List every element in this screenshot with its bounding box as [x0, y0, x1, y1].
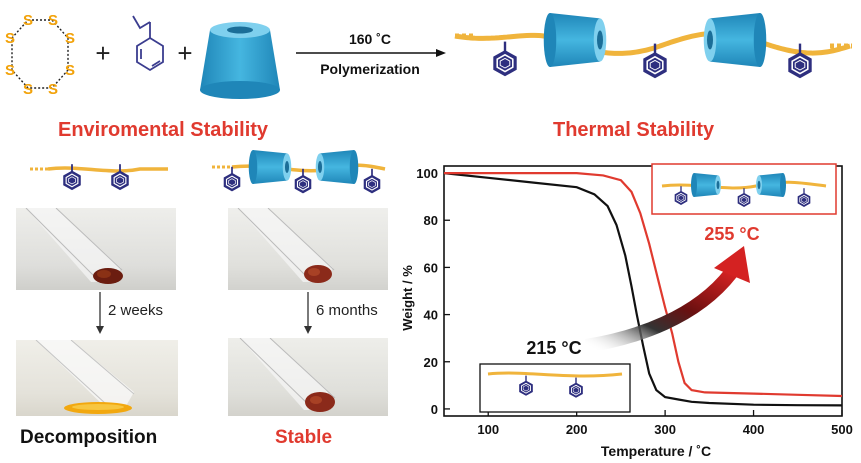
y-tick-label: 0: [431, 402, 438, 417]
reaction-temperature: 160 ˚C: [349, 31, 391, 47]
cyclodextrin-icon: [691, 173, 721, 197]
temperature-label-255: 255 °C: [704, 224, 759, 244]
x-tick-label: 300: [654, 422, 676, 437]
sulfur-atom: S: [5, 30, 15, 47]
y-tick-label: 100: [416, 166, 438, 181]
plot-frame: [443, 165, 843, 417]
thermal-stability-title: Thermal Stability: [553, 119, 715, 141]
time-label-2-weeks: 2 weeks: [108, 302, 164, 319]
plus-sign: +: [177, 38, 192, 68]
x-axis-label: Temperature / ˚C: [601, 443, 711, 459]
inset-threaded-polymer: [651, 163, 837, 215]
sulfur-atom: S: [65, 62, 75, 79]
sulfur-atom: S: [48, 12, 58, 29]
transition-arrow: [584, 268, 737, 353]
polyrotaxane-icon: [454, 13, 852, 79]
sulfur-atom: S: [23, 81, 33, 98]
plus-sign: +: [95, 38, 110, 68]
arrow-down-icon: [304, 292, 312, 334]
chain-line: [487, 371, 623, 378]
styrene-icon: [132, 15, 164, 72]
vial-photo-after-threaded: [228, 338, 388, 416]
sulfur-atom: S: [48, 81, 58, 98]
chain-line: [661, 180, 827, 190]
environmental-stability-title: Enviromental Stability: [58, 119, 269, 141]
x-tick-label: 100: [477, 422, 499, 437]
y-tick-label: 60: [424, 260, 438, 275]
sulfur-atom: S: [23, 12, 33, 29]
tga-chart: 100 200 300 400 500 0 20 40 60 80 100 255 °C 215 °C…: [400, 163, 853, 459]
sulfur-ring-icon: S S S S S S S S: [5, 12, 75, 98]
result-decomposition: Decomposition: [20, 427, 158, 448]
arrow-down-icon: [96, 292, 104, 334]
x-tick-label: 400: [743, 422, 765, 437]
tga-curve-red: [444, 172, 843, 398]
time-label-6-months: 6 months: [316, 302, 378, 319]
result-stable: Stable: [275, 427, 333, 448]
y-tick-label: 40: [424, 308, 438, 323]
reaction-condition: Polymerization: [320, 61, 420, 77]
cyclodextrin-icon: [756, 173, 786, 197]
bare-polymer-icon: [30, 163, 168, 191]
cyclodextrin-icon: [200, 22, 280, 99]
vial-photo-after-bare: [16, 340, 178, 416]
x-tick-label: 200: [566, 422, 588, 437]
sulfur-atom: S: [5, 62, 15, 79]
vial-photo-before-threaded: [228, 208, 388, 290]
transition-arrow-head: [714, 246, 750, 283]
y-axis-label: Weight / %: [400, 265, 415, 331]
y-tick-label: 80: [424, 213, 438, 228]
reaction-scheme: S S S S S S S S + + 160 ˚C Polymerizatio…: [5, 12, 852, 99]
vial-photo-before-bare: [16, 208, 176, 290]
inset-box-black: [479, 363, 631, 413]
sulfur-atom: S: [65, 30, 75, 47]
chain-icons-row: [30, 150, 386, 194]
temperature-label-215: 215 °C: [526, 338, 581, 358]
y-tick-label: 20: [424, 355, 438, 370]
inset-bare-polymer: [479, 363, 631, 413]
x-tick-label: 500: [831, 422, 853, 437]
threaded-polymer-icon: [212, 150, 386, 194]
